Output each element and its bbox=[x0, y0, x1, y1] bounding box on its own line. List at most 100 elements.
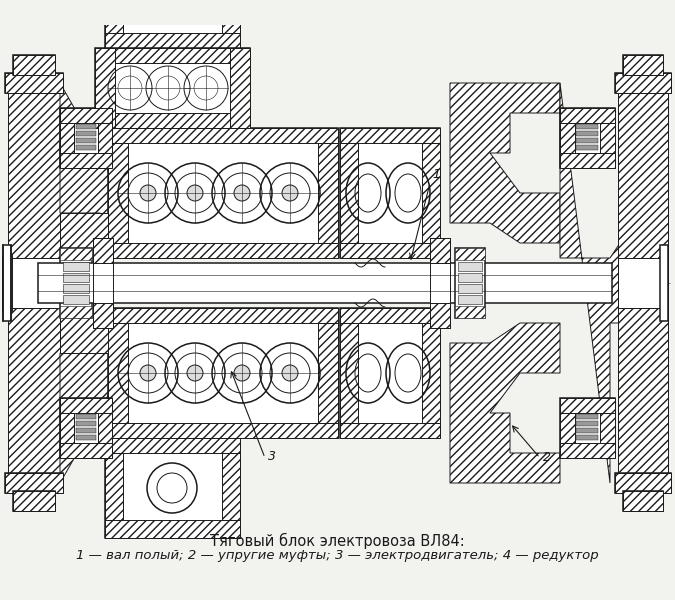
Bar bbox=[108, 128, 338, 143]
Bar bbox=[623, 491, 663, 511]
Bar bbox=[576, 145, 598, 150]
Bar bbox=[76, 428, 96, 433]
Bar bbox=[618, 88, 668, 258]
Bar bbox=[108, 423, 338, 438]
Bar bbox=[60, 153, 112, 168]
Bar bbox=[60, 248, 92, 318]
Bar bbox=[340, 128, 440, 143]
Bar bbox=[576, 138, 598, 143]
Bar bbox=[60, 108, 112, 123]
Bar bbox=[63, 273, 89, 282]
Bar bbox=[98, 413, 112, 443]
Bar bbox=[615, 73, 671, 93]
Bar bbox=[560, 413, 575, 443]
Circle shape bbox=[140, 365, 156, 381]
Bar bbox=[458, 262, 482, 271]
Circle shape bbox=[140, 185, 156, 201]
Bar bbox=[8, 88, 60, 258]
Polygon shape bbox=[450, 323, 560, 483]
Bar bbox=[422, 143, 440, 243]
Bar bbox=[560, 123, 575, 153]
Circle shape bbox=[234, 185, 250, 201]
Bar bbox=[318, 143, 338, 243]
Bar bbox=[76, 414, 96, 419]
Circle shape bbox=[282, 185, 298, 201]
Bar bbox=[618, 308, 668, 478]
Polygon shape bbox=[450, 83, 560, 243]
Circle shape bbox=[187, 185, 203, 201]
Text: Тяговый блок электровоза ВЛ84:: Тяговый блок электровоза ВЛ84: bbox=[210, 533, 464, 549]
Bar bbox=[340, 308, 440, 438]
Bar bbox=[76, 131, 96, 136]
Bar bbox=[105, 33, 240, 48]
Bar bbox=[458, 295, 482, 304]
Bar bbox=[560, 153, 615, 168]
Bar bbox=[430, 238, 450, 263]
Bar bbox=[340, 143, 358, 243]
Bar bbox=[93, 303, 113, 328]
Text: 2: 2 bbox=[543, 451, 551, 464]
Bar bbox=[105, 520, 240, 538]
Bar bbox=[422, 323, 440, 423]
Text: 1: 1 bbox=[432, 168, 440, 181]
Bar bbox=[63, 262, 89, 271]
Bar bbox=[623, 55, 663, 75]
Bar bbox=[455, 248, 485, 318]
Bar bbox=[60, 306, 92, 318]
Bar bbox=[105, 0, 123, 33]
Bar bbox=[38, 263, 612, 303]
Bar bbox=[76, 124, 96, 129]
Bar bbox=[108, 143, 128, 243]
Bar bbox=[615, 73, 671, 93]
Bar bbox=[600, 413, 615, 443]
Bar bbox=[105, 0, 240, 48]
Bar bbox=[13, 55, 55, 75]
Circle shape bbox=[234, 365, 250, 381]
Bar bbox=[576, 435, 598, 440]
Polygon shape bbox=[60, 213, 120, 258]
Bar bbox=[76, 145, 96, 150]
Bar bbox=[5, 473, 63, 493]
Bar bbox=[108, 308, 338, 323]
Bar bbox=[600, 123, 615, 153]
Bar bbox=[340, 308, 440, 323]
Bar bbox=[115, 48, 230, 63]
Bar bbox=[13, 491, 55, 511]
Polygon shape bbox=[60, 328, 150, 483]
Bar bbox=[0, 35, 675, 515]
Bar bbox=[576, 414, 598, 419]
Bar bbox=[560, 398, 615, 458]
Bar bbox=[222, 453, 240, 520]
Bar bbox=[76, 138, 96, 143]
Bar bbox=[76, 421, 96, 426]
Text: 3: 3 bbox=[268, 450, 276, 463]
Bar bbox=[230, 48, 250, 128]
Bar bbox=[2, 255, 12, 311]
Bar bbox=[576, 124, 598, 129]
Bar bbox=[60, 108, 112, 168]
Bar bbox=[60, 398, 112, 458]
Bar bbox=[105, 438, 240, 453]
Bar bbox=[576, 421, 598, 426]
Text: 1 — вал полый; 2 — упругие муфты; 3 — электродвигатель; 4 — редуктор: 1 — вал полый; 2 — упругие муфты; 3 — эл… bbox=[76, 549, 598, 562]
Bar bbox=[458, 273, 482, 282]
Bar bbox=[115, 113, 230, 128]
Polygon shape bbox=[60, 83, 150, 238]
Bar bbox=[108, 243, 338, 258]
Bar bbox=[60, 413, 74, 443]
Bar bbox=[340, 128, 440, 258]
Circle shape bbox=[187, 365, 203, 381]
Bar bbox=[98, 123, 112, 153]
Bar bbox=[93, 238, 113, 328]
Bar bbox=[560, 108, 615, 168]
Bar bbox=[340, 423, 440, 438]
Bar bbox=[455, 248, 485, 260]
Bar bbox=[560, 443, 615, 458]
Circle shape bbox=[282, 365, 298, 381]
Bar bbox=[60, 398, 112, 413]
Bar bbox=[5, 473, 63, 493]
Bar bbox=[660, 245, 668, 321]
Bar bbox=[5, 73, 63, 93]
Bar bbox=[430, 238, 450, 328]
Bar bbox=[60, 123, 74, 153]
